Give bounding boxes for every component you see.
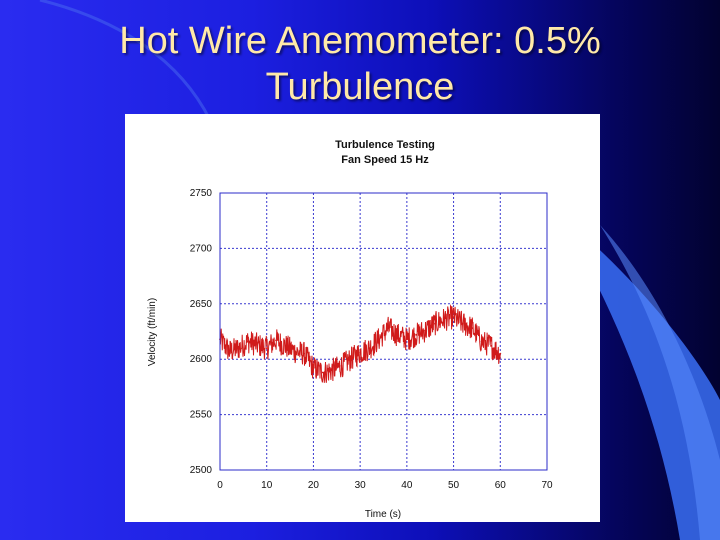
x-tick-label: 40 (401, 480, 413, 491)
velocity-data-point (321, 371, 324, 374)
chart-panel: Turbulence Testing Fan Speed 15 Hz Veloc… (125, 114, 600, 522)
chart-title: Turbulence Testing (335, 139, 435, 151)
slide-title-line-1: Hot Wire Anemometer: 0.5% (119, 20, 601, 62)
tick-labels: 0 10 20 30 40 50 60 70 2500 2550 2600 2650 2700 2750 (190, 188, 553, 491)
x-tick-label: 20 (308, 480, 320, 491)
x-axis-label: Time (s) (365, 509, 401, 520)
slide-title-line-2: Turbulence (265, 66, 455, 108)
velocity-data-point (265, 347, 268, 350)
velocity-data-point (368, 347, 371, 350)
velocity-data-point (443, 318, 446, 321)
velocity-data-point (256, 343, 259, 346)
x-tick-label: 30 (355, 480, 367, 491)
velocity-data-point (405, 338, 408, 341)
velocity-data-point (331, 369, 334, 372)
velocity-data-point (228, 350, 231, 353)
velocity-data-point (359, 351, 362, 354)
velocity-data-point (293, 350, 296, 353)
x-tick-label: 0 (217, 480, 223, 491)
velocity-data-point (433, 322, 436, 325)
velocity-data-point (396, 333, 399, 336)
velocity-series-line (219, 304, 501, 383)
velocity-data-point (340, 364, 343, 367)
velocity-data-point (499, 352, 502, 355)
velocity-data-point (452, 316, 455, 318)
y-tick-label: 2500 (190, 465, 213, 476)
y-axis-label: Velocity (ft/min) (147, 298, 158, 366)
y-tick-label: 2700 (190, 243, 213, 254)
velocity-data-point (490, 345, 492, 347)
velocity-data-point (284, 345, 287, 347)
x-tick-label: 10 (261, 480, 273, 491)
velocity-data-point (275, 339, 277, 342)
velocity-data-point (237, 347, 240, 350)
velocity-data-point (349, 358, 352, 361)
y-tick-label: 2550 (190, 410, 213, 421)
velocity-chart: Turbulence Testing Fan Speed 15 Hz Veloc… (147, 139, 553, 520)
velocity-data-point (415, 333, 418, 336)
velocity-data-point (312, 367, 315, 369)
velocity-data-point (480, 340, 483, 343)
velocity-data-point (303, 352, 305, 355)
chart-subtitle: Fan Speed 15 Hz (341, 154, 429, 166)
x-tick-label: 70 (541, 480, 553, 491)
velocity-data-point (377, 338, 380, 341)
y-tick-label: 2750 (190, 188, 213, 199)
velocity-data-point (387, 327, 390, 330)
grid-lines (220, 193, 547, 470)
velocity-data-point (424, 329, 427, 332)
x-tick-label: 50 (448, 480, 460, 491)
x-tick-label: 60 (495, 480, 507, 491)
plot-frame (219, 192, 548, 471)
velocity-data-point (471, 327, 474, 330)
slide-title: Hot Wire Anemometer: 0.5% Turbulence (60, 18, 660, 110)
velocity-data-point (462, 322, 464, 325)
velocity-data-point (247, 340, 249, 343)
y-tick-label: 2650 (190, 299, 213, 310)
y-tick-label: 2600 (190, 354, 213, 365)
